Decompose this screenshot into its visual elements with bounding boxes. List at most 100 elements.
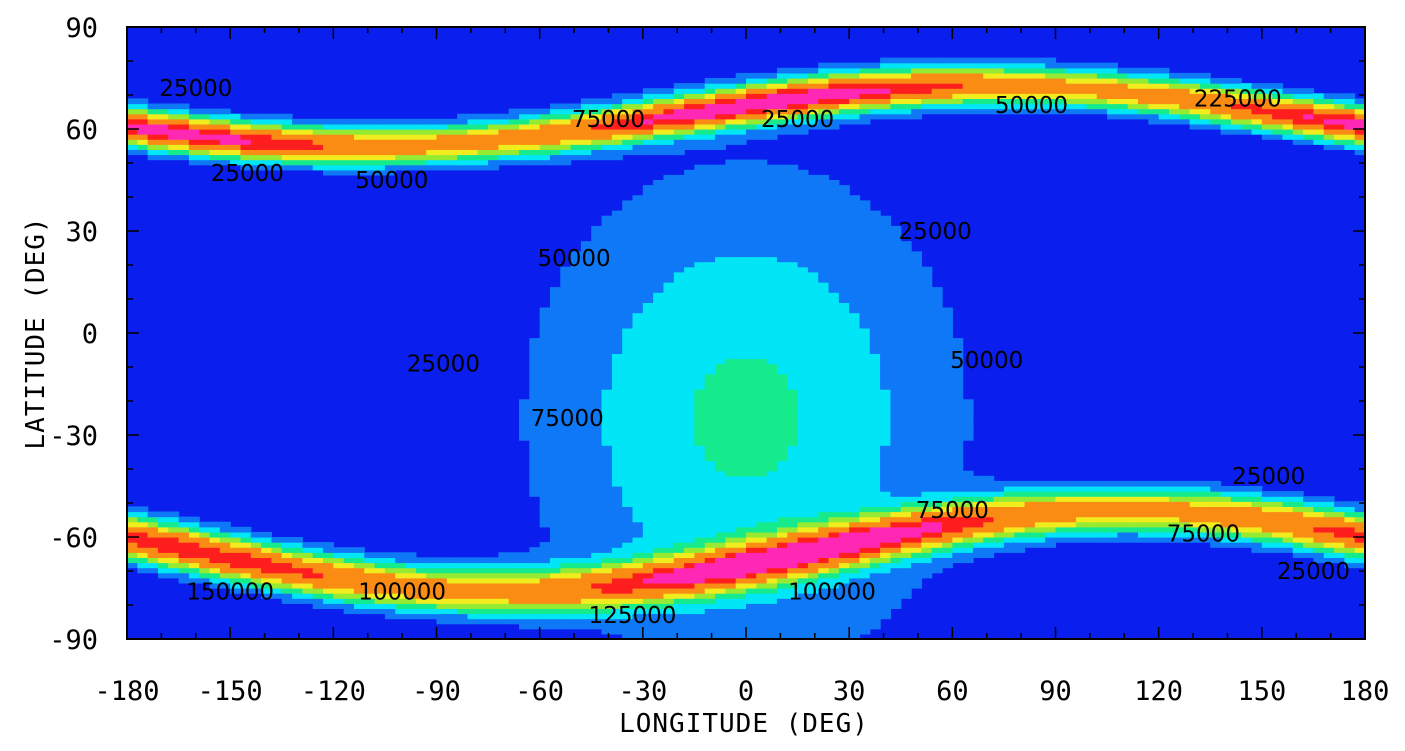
contour-cell	[828, 547, 840, 553]
contour-cell	[807, 302, 819, 309]
contour-cell	[900, 460, 912, 467]
contour-cell	[983, 537, 995, 543]
contour-cell	[622, 93, 634, 99]
contour-cell	[952, 57, 964, 64]
contour-cell	[147, 521, 159, 528]
contour-cell	[900, 57, 912, 64]
contour-cell	[271, 144, 283, 150]
contour-cell	[281, 537, 293, 543]
contour-cell	[137, 511, 149, 518]
contour-cell	[684, 368, 696, 375]
contour-cell	[911, 506, 922, 513]
contour-cell	[684, 414, 696, 421]
contour-cell	[766, 450, 778, 456]
contour-cell	[364, 164, 376, 171]
contour-cell	[776, 486, 788, 492]
contour-cell	[911, 414, 922, 421]
contour-cell	[632, 98, 644, 105]
contour-cell	[467, 118, 479, 125]
contour-cell	[580, 307, 592, 314]
contour-cell	[271, 567, 283, 574]
contour-cell	[302, 542, 314, 548]
contour-cell	[776, 521, 788, 528]
contour-cell	[694, 215, 706, 222]
contour-cell	[570, 547, 582, 553]
contour-cell	[374, 123, 386, 130]
contour-cell	[911, 491, 922, 497]
contour-cell	[157, 537, 169, 543]
contour-cell	[580, 429, 592, 436]
contour-cell	[642, 231, 654, 237]
contour-cell	[580, 256, 592, 263]
contour-cell	[549, 103, 561, 110]
contour-cell	[838, 210, 850, 217]
contour-cell	[694, 113, 706, 120]
contour-cell	[890, 511, 902, 518]
contour-cell	[983, 521, 995, 528]
contour-cell	[890, 338, 902, 344]
contour-cell	[570, 297, 582, 303]
contour-cell	[632, 363, 644, 370]
contour-cell	[611, 271, 623, 278]
contour-cell	[323, 139, 334, 145]
contour-cell	[776, 572, 788, 579]
contour-cell	[642, 322, 654, 329]
contour-cell	[364, 149, 376, 156]
contour-cell	[807, 246, 819, 252]
contour-cell	[467, 134, 479, 140]
contour-cell	[157, 149, 169, 156]
contour-cell	[869, 271, 881, 278]
contour-cell	[797, 404, 809, 411]
contour-cell	[849, 506, 861, 513]
contour-cell	[766, 307, 778, 314]
contour-cell	[250, 123, 262, 130]
contour-cell	[353, 603, 365, 609]
contour-cell	[653, 486, 665, 492]
contour-cell	[591, 297, 603, 303]
contour-cell	[807, 373, 819, 380]
contour-cell	[776, 582, 788, 589]
contour-cell	[931, 389, 943, 395]
contour-cell	[292, 149, 303, 156]
contour-cell	[838, 287, 850, 293]
contour-cell	[921, 404, 933, 411]
contour-cell	[952, 511, 964, 518]
contour-cell	[746, 389, 757, 395]
contour-cell	[787, 200, 799, 207]
contour-cell	[952, 363, 964, 370]
contour-cell	[797, 297, 809, 303]
contour-cell	[704, 180, 716, 186]
contour-cell	[632, 343, 644, 349]
contour-cell	[591, 491, 603, 497]
contour-cell	[880, 231, 892, 237]
contour-cell	[580, 266, 592, 273]
contour-cell	[601, 501, 613, 507]
contour-cell	[632, 276, 644, 283]
contour-cell	[415, 164, 427, 171]
contour-cell	[859, 302, 871, 309]
contour-cell	[261, 547, 273, 553]
contour-cell	[735, 506, 747, 513]
contour-cell	[704, 292, 716, 298]
contour-cell	[560, 603, 572, 609]
contour-cell	[560, 429, 572, 436]
contour-cell	[797, 577, 809, 584]
contour-cell	[880, 572, 892, 579]
contour-cell	[807, 118, 819, 125]
contour-cell	[498, 593, 510, 599]
contour-cell	[828, 475, 840, 482]
contour-cell	[663, 256, 675, 263]
contour-cell	[869, 440, 881, 446]
contour-cell	[560, 572, 572, 579]
contour-cell	[663, 562, 675, 569]
contour-cell	[549, 572, 561, 579]
contour-cell	[911, 572, 922, 579]
contour-cell	[570, 608, 582, 615]
contour-cell	[622, 123, 634, 130]
contour-cell	[539, 317, 551, 324]
contour-cell	[611, 470, 623, 477]
contour-cell	[673, 618, 685, 625]
contour-cell	[890, 78, 902, 84]
contour-cell	[931, 327, 943, 334]
contour-cell	[560, 108, 572, 115]
